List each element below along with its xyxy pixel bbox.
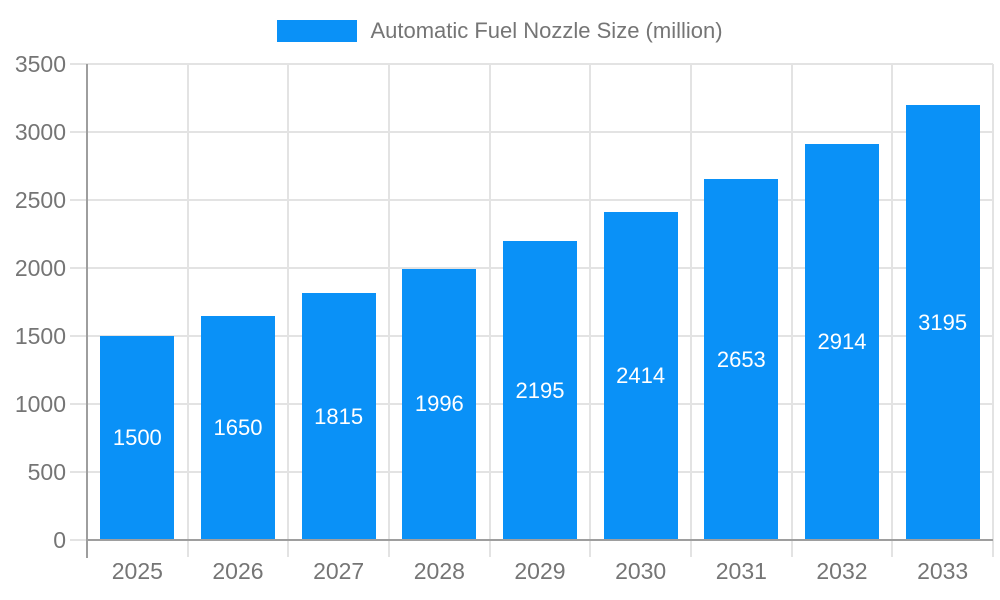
y-axis-tick <box>70 199 87 201</box>
gridline-vertical <box>186 64 189 540</box>
x-axis-tick <box>388 540 390 557</box>
x-axis-tick <box>589 540 592 557</box>
y-axis-label: 2000 <box>14 255 66 281</box>
bar-2030 <box>603 211 678 540</box>
y-axis-tick <box>70 539 87 541</box>
x-axis-label: 2031 <box>715 558 767 584</box>
y-axis-label: 500 <box>27 459 66 485</box>
gridline-vertical <box>287 64 290 540</box>
y-axis-tick <box>70 403 87 405</box>
y-axis-label: 0 <box>53 527 66 553</box>
bar-2027 <box>301 293 376 540</box>
y-axis-tick <box>70 131 87 133</box>
gridline-vertical <box>690 64 692 540</box>
x-axis-tick <box>186 540 189 557</box>
y-axis-tick <box>70 63 87 65</box>
x-axis-tick <box>488 540 491 557</box>
x-axis-label: 2032 <box>816 558 868 584</box>
bar-value-label: 2653 <box>716 346 766 372</box>
y-axis-label: 1500 <box>14 323 66 349</box>
bar-value-label: 1500 <box>112 425 162 450</box>
x-axis-label: 2026 <box>212 558 264 584</box>
bar-value-label: 2914 <box>817 328 867 354</box>
y-axis-tick <box>70 471 87 473</box>
x-axis-tick <box>287 540 290 557</box>
bar-2033 <box>905 105 980 540</box>
y-axis-label: 3500 <box>14 51 66 77</box>
x-axis-label: 2033 <box>917 558 969 584</box>
y-axis-line <box>86 64 88 558</box>
y-axis-label: 1000 <box>14 391 66 417</box>
bar-value-label: 1650 <box>213 414 263 440</box>
bar-2025 <box>100 336 175 540</box>
gridline-horizontal <box>87 131 993 133</box>
legend-swatch <box>277 20 358 42</box>
bar-2029 <box>503 241 577 540</box>
x-axis-label: 2029 <box>514 558 566 584</box>
bar-2026 <box>201 315 275 540</box>
legend-label: Automatic Fuel Nozzle Size (million) <box>370 18 723 43</box>
gridline-vertical <box>790 64 793 540</box>
gridline-vertical <box>488 64 491 540</box>
y-axis-label: 2500 <box>14 187 66 213</box>
bar-value-label: 1815 <box>314 403 364 429</box>
x-axis-tick <box>891 540 894 557</box>
bar-value-label: 3195 <box>918 309 968 335</box>
gridline-horizontal <box>87 199 993 201</box>
legend[interactable]: Automatic Fuel Nozzle Size (million) <box>0 18 1000 44</box>
y-axis-tick <box>70 335 87 337</box>
gridline-vertical <box>891 64 894 540</box>
gridline-vertical <box>589 64 592 540</box>
x-axis-line <box>87 539 993 541</box>
gridline-vertical <box>388 64 390 540</box>
bar-2032 <box>805 143 879 540</box>
x-axis-label: 2030 <box>615 558 667 584</box>
bar-2031 <box>704 179 779 540</box>
bar-value-label: 2414 <box>616 362 666 388</box>
bar-2028 <box>402 268 477 540</box>
bar-value-label: 2195 <box>515 377 565 403</box>
x-axis-label: 2028 <box>413 558 465 584</box>
y-axis-label: 3000 <box>14 119 66 145</box>
x-axis-tick <box>690 540 692 557</box>
x-axis-label: 2025 <box>111 558 163 584</box>
gridline-vertical <box>992 64 994 540</box>
x-axis-tick <box>992 540 994 557</box>
x-axis-tick <box>790 540 793 557</box>
gridline-horizontal <box>87 63 993 65</box>
x-axis-label: 2027 <box>313 558 365 584</box>
y-axis-tick <box>70 267 87 269</box>
bar-value-label: 1996 <box>414 391 464 417</box>
